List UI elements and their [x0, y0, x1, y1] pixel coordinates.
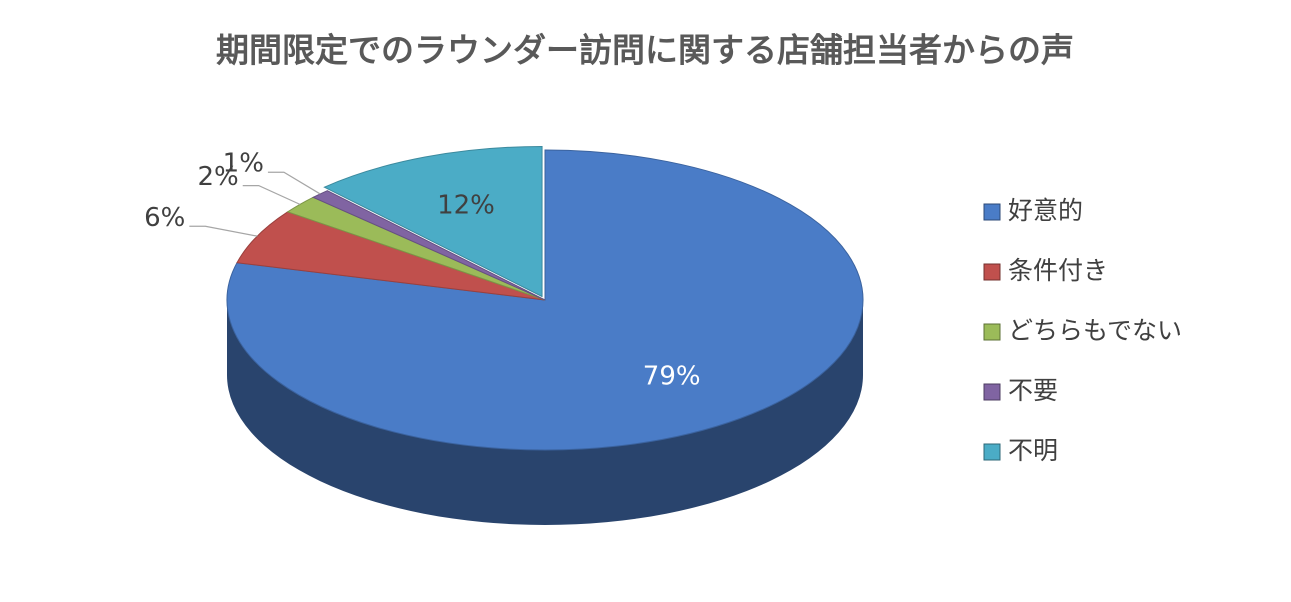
data-label: 12% — [437, 190, 495, 220]
legend-label: 不要 — [1008, 376, 1058, 405]
legend-label: 条件付き — [1008, 256, 1108, 285]
pie-slice — [236, 211, 546, 301]
leader-line — [242, 185, 301, 205]
data-label: 1% — [223, 149, 264, 179]
legend-label: どちらもでない — [1008, 316, 1182, 345]
pie-side — [227, 300, 863, 525]
legend-label: 好意的 — [1008, 196, 1083, 225]
leader-line — [267, 171, 321, 195]
pie-slice — [323, 145, 543, 298]
data-label: 6% — [144, 203, 185, 233]
legend-swatch — [983, 443, 1001, 461]
legend-swatch — [983, 383, 1001, 401]
legend-label: 不明 — [1008, 436, 1058, 465]
legend-swatch — [983, 203, 1001, 221]
data-label: 2% — [197, 162, 238, 192]
legend-swatch — [983, 323, 1001, 341]
leader-line — [189, 225, 258, 237]
legend-swatch — [983, 263, 1001, 281]
pie-slice — [312, 190, 546, 301]
data-label: 79% — [643, 362, 701, 392]
chart-title: 期間限定でのラウンダー訪問に関する店舗担当者からの声 — [216, 31, 1074, 70]
